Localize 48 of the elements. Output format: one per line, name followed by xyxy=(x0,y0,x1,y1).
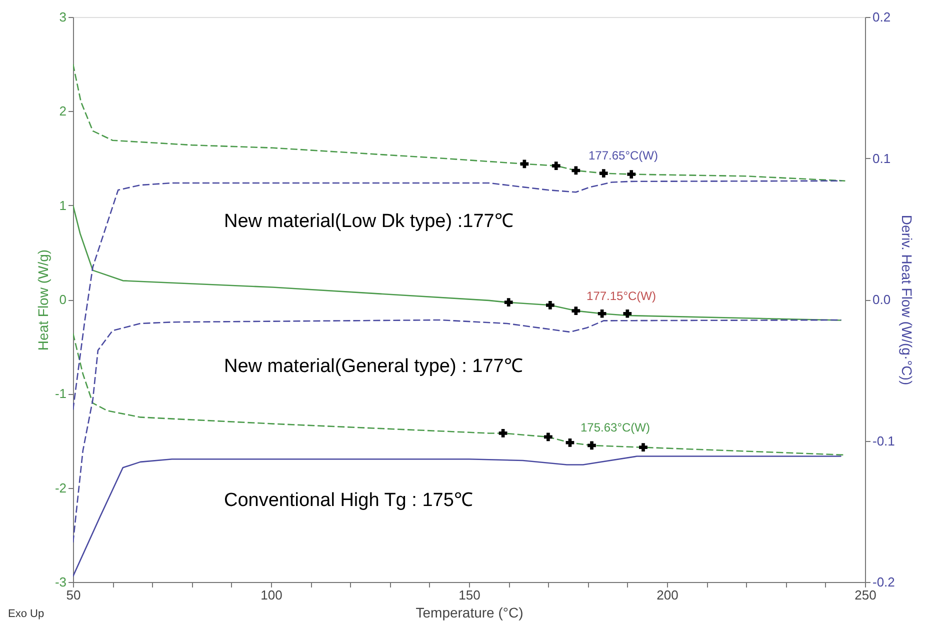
point xyxy=(572,306,580,315)
point xyxy=(552,162,560,170)
y2-tick-label: 0.0 xyxy=(872,292,891,307)
point xyxy=(546,300,554,310)
point xyxy=(566,438,574,447)
y-tick-label: -2 xyxy=(54,480,66,496)
line-series xyxy=(73,63,846,182)
y2-tick-label: -0.1 xyxy=(872,433,895,448)
y2-tick-label: -0.2 xyxy=(872,574,895,590)
line-series xyxy=(73,180,842,410)
y-tick-label: 3 xyxy=(59,10,66,24)
point xyxy=(627,170,636,178)
y2-tick-label: 0.1 xyxy=(872,150,891,166)
y-tick-label: -1 xyxy=(54,386,66,402)
point xyxy=(520,160,529,168)
point xyxy=(498,429,508,438)
line-series xyxy=(73,319,842,544)
y2-tick-label: 0.2 xyxy=(872,10,891,24)
y-tick-label: 2 xyxy=(59,104,66,119)
y-axis-title: Heat Flow (W/g) xyxy=(34,249,51,351)
x-tick-label: 150 xyxy=(458,588,480,602)
annotation: New material(General type) : 177℃ xyxy=(224,356,523,377)
annotation: Conventional High Tg : 175℃ xyxy=(224,490,473,511)
line-series xyxy=(73,204,842,321)
line-series xyxy=(73,456,842,577)
text: Exo Up xyxy=(8,608,44,620)
annotation: 177.65°C(W) xyxy=(588,148,658,162)
line-series xyxy=(73,332,844,456)
point xyxy=(598,309,606,318)
y2-axis-title: Deriv. Heat Flow (W/(g·°C)) xyxy=(898,214,915,386)
annotation: New material(Low Dk type) :177℃ xyxy=(224,211,514,232)
point xyxy=(544,432,552,442)
x-tick-label: 50 xyxy=(66,588,81,602)
point xyxy=(504,298,513,307)
point xyxy=(623,309,632,318)
point xyxy=(639,443,648,452)
y-tick-label: 0 xyxy=(59,292,66,307)
point xyxy=(572,166,580,175)
y-tick-label: 1 xyxy=(59,198,66,213)
annotation: 177.15°C(W) xyxy=(586,288,656,303)
x-tick-label: 100 xyxy=(260,588,282,602)
annotation: 175.63°C(W) xyxy=(580,420,650,435)
y-tick-label: -3 xyxy=(54,574,66,590)
point xyxy=(588,441,596,450)
x-axis-title: Temperature (°C) xyxy=(416,604,524,620)
x-tick-label: 200 xyxy=(656,588,678,602)
x-tick-label: 250 xyxy=(854,588,876,602)
point xyxy=(599,169,608,178)
